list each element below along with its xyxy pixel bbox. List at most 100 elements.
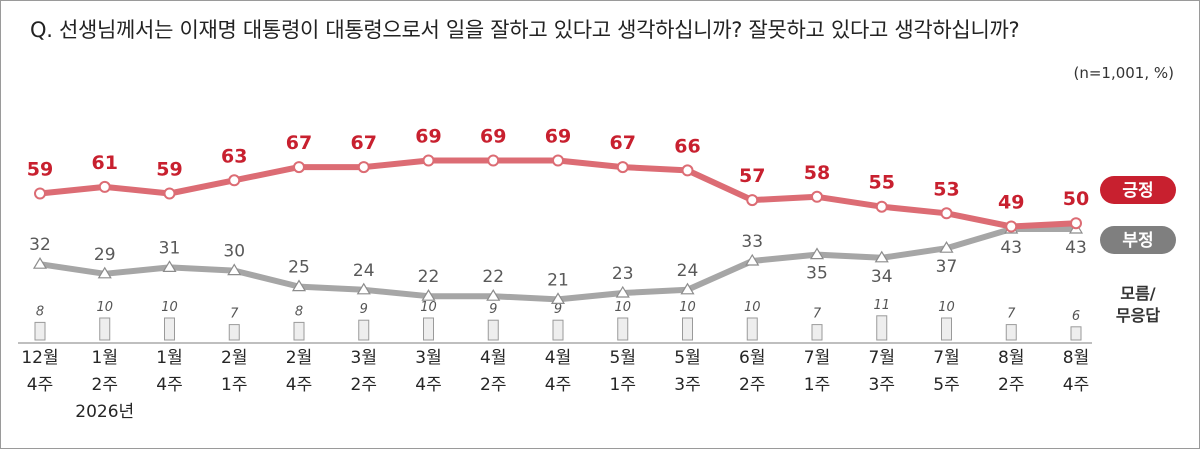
x-tick-month: 2월 <box>221 348 247 368</box>
positive-legend-badge <box>1100 176 1176 204</box>
unknown-value-label: 10 <box>420 300 437 315</box>
unknown-value-label: 6 <box>1072 309 1080 324</box>
x-tick-week: 2주 <box>92 375 118 395</box>
unknown-value-label: 10 <box>938 300 955 315</box>
unknown-value-label: 10 <box>96 300 113 315</box>
x-tick-month: 5월 <box>610 348 636 368</box>
unknown-bar <box>811 324 823 341</box>
unknown-value-label: 9 <box>489 302 497 317</box>
negative-point <box>745 253 760 266</box>
unknown-value-label: 7 <box>1007 307 1016 322</box>
negative-point <box>680 282 695 295</box>
negative-point <box>486 289 501 301</box>
unknown-value-label: 11 <box>873 298 890 313</box>
x-tick-month: 12월 <box>21 348 58 368</box>
x-tick-month: 1월 <box>156 348 182 368</box>
positive-point <box>875 200 888 213</box>
unknown-value-label: 9 <box>554 302 562 317</box>
x-tick-month: 7월 <box>933 348 959 368</box>
positive-value-label: 67 <box>351 132 377 154</box>
unknown-bar <box>358 319 370 341</box>
positive-point <box>552 154 564 167</box>
x-tick-week: 1주 <box>221 375 247 395</box>
negative-point <box>291 279 307 292</box>
positive-value-label: 55 <box>869 172 895 194</box>
x-tick-week: 4주 <box>286 375 312 395</box>
unknown-value-label: 10 <box>744 300 761 315</box>
unknown-value-label: 7 <box>230 307 239 322</box>
negative-legend-label: 부정 <box>1122 231 1153 251</box>
negative-value-label: 22 <box>418 267 440 287</box>
unknown-value-label: 8 <box>295 304 303 319</box>
negative-point <box>421 289 436 301</box>
positive-point <box>163 187 176 200</box>
x-tick-week: 3주 <box>674 375 700 395</box>
negative-point <box>874 250 889 263</box>
unknown-value-label: 7 <box>813 307 822 322</box>
unknown-bar <box>1070 326 1082 341</box>
unknown-bar <box>99 317 111 341</box>
x-tick-month: 2월 <box>286 348 312 368</box>
negative-value-label: 30 <box>223 242 245 262</box>
x-tick-month: 5월 <box>674 348 700 368</box>
positive-point <box>98 180 111 193</box>
positive-point <box>357 161 370 174</box>
positive-value-label: 66 <box>674 135 700 157</box>
negative-value-label: 24 <box>677 261 699 281</box>
x-tick-month: 3월 <box>351 348 377 368</box>
x-tick-month: 8월 <box>998 348 1024 368</box>
unknown-bar <box>746 317 758 341</box>
x-tick-week: 4주 <box>1063 375 1089 395</box>
x-tick-month: 6월 <box>739 348 765 368</box>
x-tick-month: 7월 <box>804 348 830 368</box>
x-tick-week: 3주 <box>869 375 895 395</box>
positive-value-label: 61 <box>92 152 118 174</box>
x-tick-month: 8월 <box>1063 348 1089 368</box>
x-tick-week: 4주 <box>156 375 182 395</box>
negative-value-label: 23 <box>612 264 634 284</box>
positive-value-label: 58 <box>804 162 830 184</box>
negative-point <box>550 292 566 304</box>
unknown-bar <box>487 319 499 341</box>
x-tick-month: 1월 <box>92 348 118 368</box>
x-tick-week: 2주 <box>351 375 377 395</box>
positive-value-label: 49 <box>998 192 1024 214</box>
positive-point <box>746 194 759 207</box>
x-tick-week: 5주 <box>933 375 959 395</box>
positive-point <box>228 174 241 187</box>
sample-note: (n=1,001, %) <box>1073 64 1174 82</box>
positive-value-label: 50 <box>1063 188 1089 210</box>
x-tick-month: 4월 <box>545 348 571 368</box>
positive-value-label: 53 <box>933 178 959 200</box>
positive-point <box>487 154 500 167</box>
x-tick-week: 4주 <box>415 375 441 395</box>
positive-point <box>811 190 823 203</box>
x-tick-month: 4월 <box>480 348 506 368</box>
positive-point <box>1070 217 1082 230</box>
unknown-value-label: 10 <box>679 300 696 315</box>
positive-value-label: 69 <box>545 126 571 148</box>
negative-value-label: 25 <box>288 258 310 278</box>
negative-value-label: 22 <box>482 267 504 287</box>
positive-point <box>940 207 953 220</box>
unknown-value-label: 9 <box>360 302 368 317</box>
negative-point <box>939 241 954 253</box>
negative-value-label: 43 <box>1000 238 1022 258</box>
negative-point <box>32 257 48 269</box>
positive-point <box>681 164 694 177</box>
unknown-bar <box>682 317 693 341</box>
negative-value-label: 37 <box>936 257 958 277</box>
x-tick-week: 1주 <box>804 375 830 395</box>
unknown-bar <box>941 317 952 341</box>
negative-legend-badge <box>1100 226 1176 254</box>
positive-point <box>293 161 305 174</box>
negative-point <box>97 266 112 279</box>
unknown-legend-label: 모름/ <box>1120 284 1155 303</box>
year-label: 2026년 <box>75 402 134 422</box>
unknown-bar <box>552 319 564 341</box>
unknown-bar <box>164 317 175 341</box>
negative-value-label: 43 <box>1065 238 1087 258</box>
positive-point <box>422 154 435 167</box>
negative-value-label: 34 <box>871 267 893 287</box>
